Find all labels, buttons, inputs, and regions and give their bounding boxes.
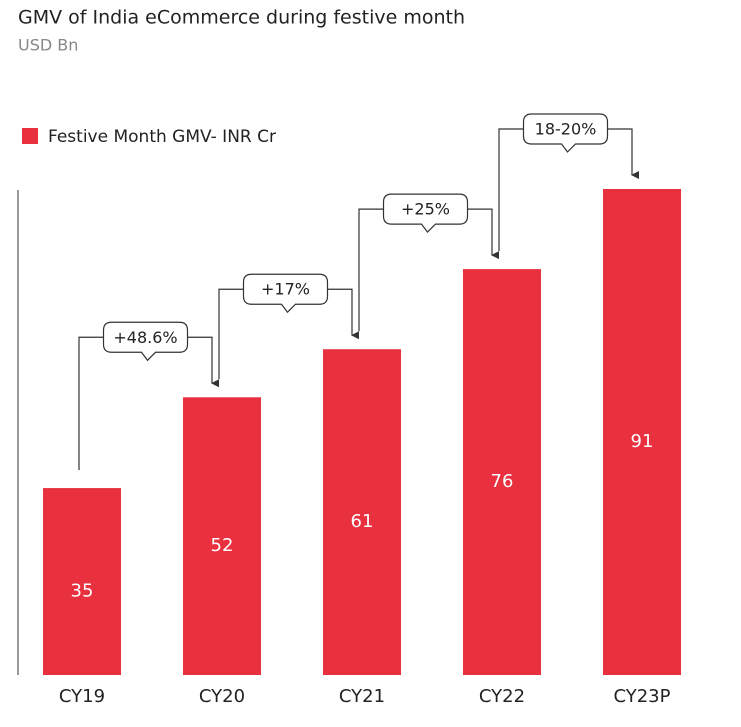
- value-label: 61: [351, 511, 374, 532]
- growth-bubble: [382, 193, 469, 234]
- bar: [463, 269, 541, 675]
- growth-label: 18-20%: [535, 120, 597, 139]
- chart-subtitle: USD Bn: [18, 36, 78, 55]
- growth-bubble: [102, 321, 189, 362]
- x-tick-label: CY22: [479, 686, 525, 707]
- legend-swatch: [22, 128, 38, 144]
- x-tick-label: CY19: [59, 686, 105, 707]
- bar: [43, 488, 121, 675]
- growth-label: +25%: [401, 200, 450, 219]
- value-label: 91: [631, 431, 654, 452]
- value-label: 52: [211, 535, 234, 556]
- x-tick-label: CY23P: [613, 686, 670, 707]
- x-tick-label: CY20: [199, 686, 245, 707]
- chart-title: GMV of India eCommerce during festive mo…: [18, 7, 465, 29]
- growth-label: +48.6%: [113, 328, 177, 347]
- growth-bubble: [522, 113, 609, 153]
- bar: [183, 397, 261, 675]
- x-tick-label: CY21: [339, 686, 385, 707]
- legend-label: Festive Month GMV- INR Cr: [48, 127, 276, 147]
- growth-label: +17%: [261, 280, 310, 299]
- value-label: 76: [491, 471, 514, 492]
- growth-bubble: [242, 273, 329, 314]
- value-label: 35: [71, 581, 94, 602]
- bar: [323, 349, 401, 675]
- bar: [603, 189, 681, 675]
